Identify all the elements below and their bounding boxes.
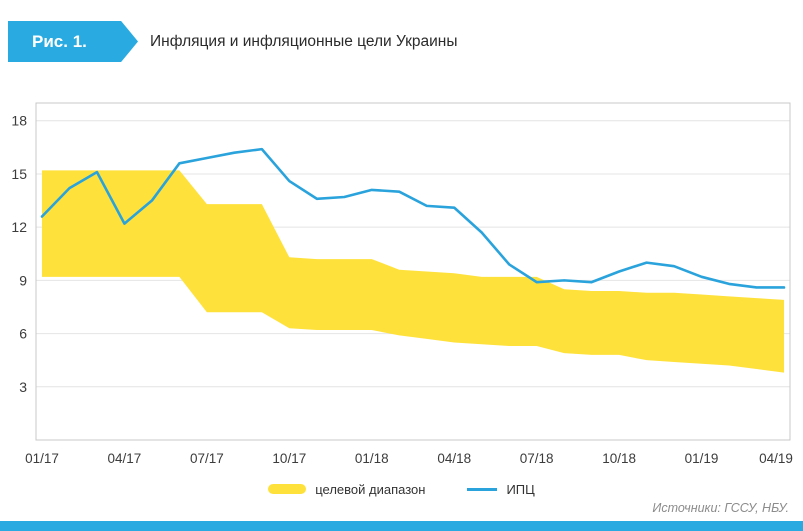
y-axis-label: 18: [11, 113, 27, 129]
legend-label-cpi: ИПЦ: [506, 481, 535, 497]
x-axis-label: 07/17: [190, 451, 224, 466]
y-axis-label: 3: [19, 379, 27, 395]
target-range-band: [42, 170, 784, 373]
figure-title: Инфляция и инфляционные цели Украины: [150, 32, 458, 50]
legend-label-target-range: целевой диапазон: [315, 481, 426, 497]
x-axis-label: 04/19: [759, 451, 793, 466]
y-axis-label: 9: [19, 272, 27, 288]
source-note: Источники: ГССУ, НБУ.: [652, 501, 789, 515]
y-axis-label: 15: [11, 166, 27, 182]
x-axis-label: 01/17: [25, 451, 59, 466]
cpi-line-swatch: [467, 487, 498, 491]
x-axis-label: 10/18: [602, 451, 636, 466]
x-axis-label: 04/18: [437, 451, 471, 466]
target-range-swatch: [268, 484, 307, 494]
plot-border: [35, 102, 791, 441]
x-axis-label: 07/18: [520, 451, 554, 466]
figure-number-label: Рис. 1.: [32, 31, 87, 51]
figure-number-badge: Рис. 1.: [8, 21, 138, 62]
figure-header: Рис. 1. Инфляция и инфляционные цели Укр…: [0, 0, 803, 84]
legend-item-target-range: целевой диапазон: [268, 482, 425, 497]
cpi-line: [40, 147, 786, 289]
x-axis-label: 10/17: [272, 451, 306, 466]
y-axis-label: 6: [19, 326, 27, 342]
y-axis-label: 12: [11, 219, 27, 235]
x-axis-label: 01/18: [355, 451, 389, 466]
x-axis-label: 01/19: [685, 451, 719, 466]
inflation-chart: 3 6 9 12 15 18 01/17 04/17 07/17 10/17 01/18 04/18 0…: [11, 102, 793, 466]
x-axis-label: 04/17: [108, 451, 142, 466]
footer-accent-bar: [0, 521, 803, 531]
legend-item-cpi: ИПЦ: [467, 481, 535, 497]
chart-legend: целевой диапазон ИПЦ: [0, 478, 803, 500]
